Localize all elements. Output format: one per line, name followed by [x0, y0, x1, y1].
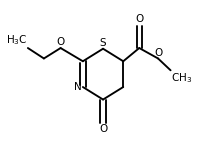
- Text: S: S: [100, 38, 106, 48]
- Text: N: N: [74, 82, 82, 92]
- Text: CH$_3$: CH$_3$: [171, 71, 193, 85]
- Text: O: O: [57, 37, 65, 47]
- Text: O: O: [135, 14, 143, 24]
- Text: O: O: [154, 48, 162, 58]
- Text: H$_3$C: H$_3$C: [6, 34, 27, 47]
- Text: O: O: [99, 124, 107, 134]
